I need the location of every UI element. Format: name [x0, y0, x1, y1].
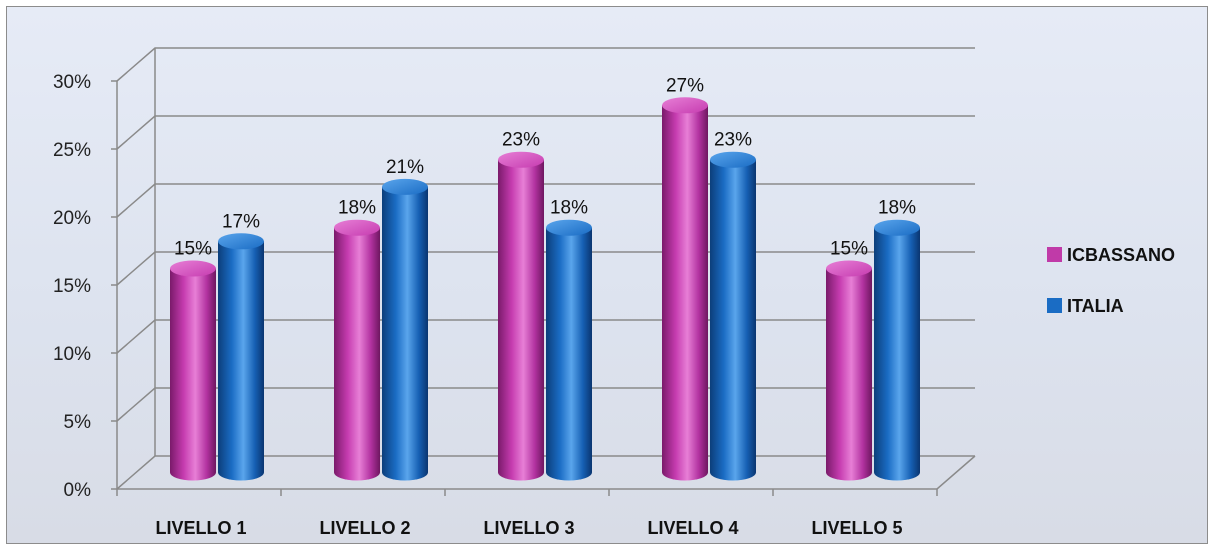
bar-icbassano-livello-1 — [170, 260, 216, 481]
bar-icbassano-livello-4 — [662, 97, 708, 481]
bar-icbassano-livello-5 — [826, 260, 872, 481]
x-category-label: LIVELLO 3 — [483, 518, 574, 538]
legend-swatch — [1047, 247, 1062, 262]
bar-italia-livello-3 — [546, 219, 592, 481]
y-tick-label: 20% — [53, 208, 91, 229]
y-tick-label: 5% — [64, 412, 92, 433]
y-tick-label: 0% — [64, 480, 92, 501]
data-label: 18% — [550, 198, 588, 219]
data-label: 15% — [830, 239, 868, 260]
y-tick-label: 10% — [53, 344, 91, 365]
legend-entry: ICBASSANO — [1067, 245, 1175, 265]
x-category-label: LIVELLO 4 — [647, 518, 738, 538]
data-label: 15% — [174, 239, 212, 260]
bar-italia-livello-5 — [874, 219, 920, 481]
gridline — [116, 115, 975, 150]
bar-italia-livello-1 — [218, 233, 264, 481]
y-tick-label: 25% — [53, 140, 91, 161]
y-tick-label: 15% — [53, 276, 91, 297]
bar-italia-livello-4 — [710, 151, 756, 481]
legend-swatch — [1047, 298, 1062, 313]
bar-icbassano-livello-2 — [334, 219, 380, 481]
legend-entry: ITALIA — [1067, 296, 1124, 316]
bar-chart: 0% 5% 10% 15% 20% 25% 30% 15% 17% 18% 21% 23% 18% 27… — [53, 47, 1175, 538]
data-label: 17% — [222, 211, 260, 232]
chart-area: 0% 5% 10% 15% 20% 25% 30% 15% 17% 18% 21% 23% 18% 27… — [6, 6, 1208, 544]
data-label: 18% — [338, 198, 376, 219]
x-category-label: LIVELLO 2 — [319, 518, 410, 538]
x-category-label: LIVELLO 5 — [811, 518, 902, 538]
data-label: 21% — [386, 157, 424, 178]
bar-icbassano-livello-3 — [498, 151, 544, 481]
y-tick-label: 30% — [53, 72, 91, 93]
bar-italia-livello-2 — [382, 178, 428, 481]
gridline — [116, 47, 975, 82]
legend: ICBASSANO ITALIA — [1047, 245, 1175, 316]
data-label: 27% — [666, 75, 704, 96]
data-label: 18% — [878, 198, 916, 219]
data-label: 23% — [714, 130, 752, 151]
x-category-label: LIVELLO 1 — [155, 518, 246, 538]
data-label: 23% — [502, 130, 540, 151]
